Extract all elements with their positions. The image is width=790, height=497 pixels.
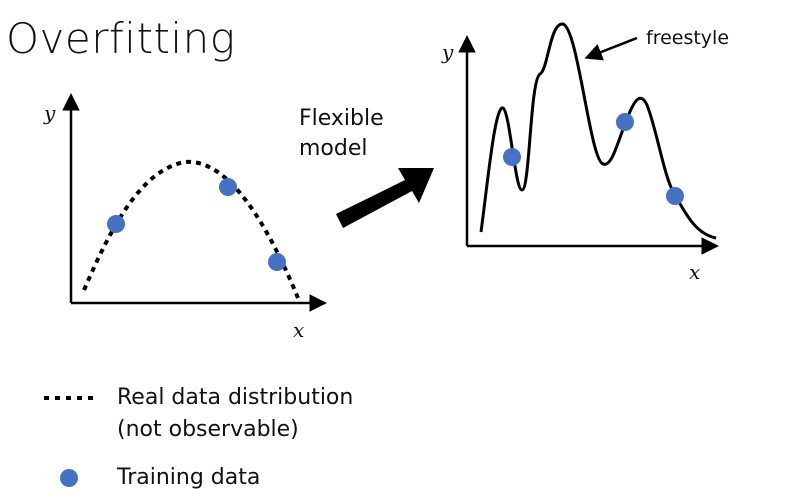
arrow-label: Flexible model <box>299 104 409 164</box>
training-point <box>503 148 521 166</box>
left-x-label: x <box>293 318 305 342</box>
training-point <box>107 215 125 233</box>
right-x-label: x <box>689 260 701 284</box>
callout-label: freestyle <box>646 27 730 49</box>
legend-markers <box>44 396 94 487</box>
legend-real-line2: (not observable) <box>117 417 299 442</box>
left-plot <box>62 93 327 312</box>
left-y-label: y <box>44 101 56 125</box>
real-distribution-curve <box>82 159 300 299</box>
slide-title: Overfitting <box>6 14 236 63</box>
training-point <box>666 187 684 205</box>
right-y-label: y <box>442 40 454 64</box>
arrow-label-line2: model <box>299 136 368 161</box>
arrow-label-line1: Flexible <box>299 106 384 131</box>
training-point <box>268 253 286 271</box>
legend-real-distribution: Real data distribution (not observable) <box>117 382 353 446</box>
overfit-curve <box>479 22 717 240</box>
legend-point-icon <box>60 469 78 487</box>
legend-training-data: Training data <box>117 465 261 490</box>
legend-real-line1: Real data distribution <box>117 385 354 410</box>
training-point <box>616 113 634 131</box>
thick-right-arrow-icon <box>336 168 434 228</box>
training-point <box>219 178 237 196</box>
right-plot <box>458 22 719 255</box>
callout-arrow-icon <box>584 36 638 61</box>
